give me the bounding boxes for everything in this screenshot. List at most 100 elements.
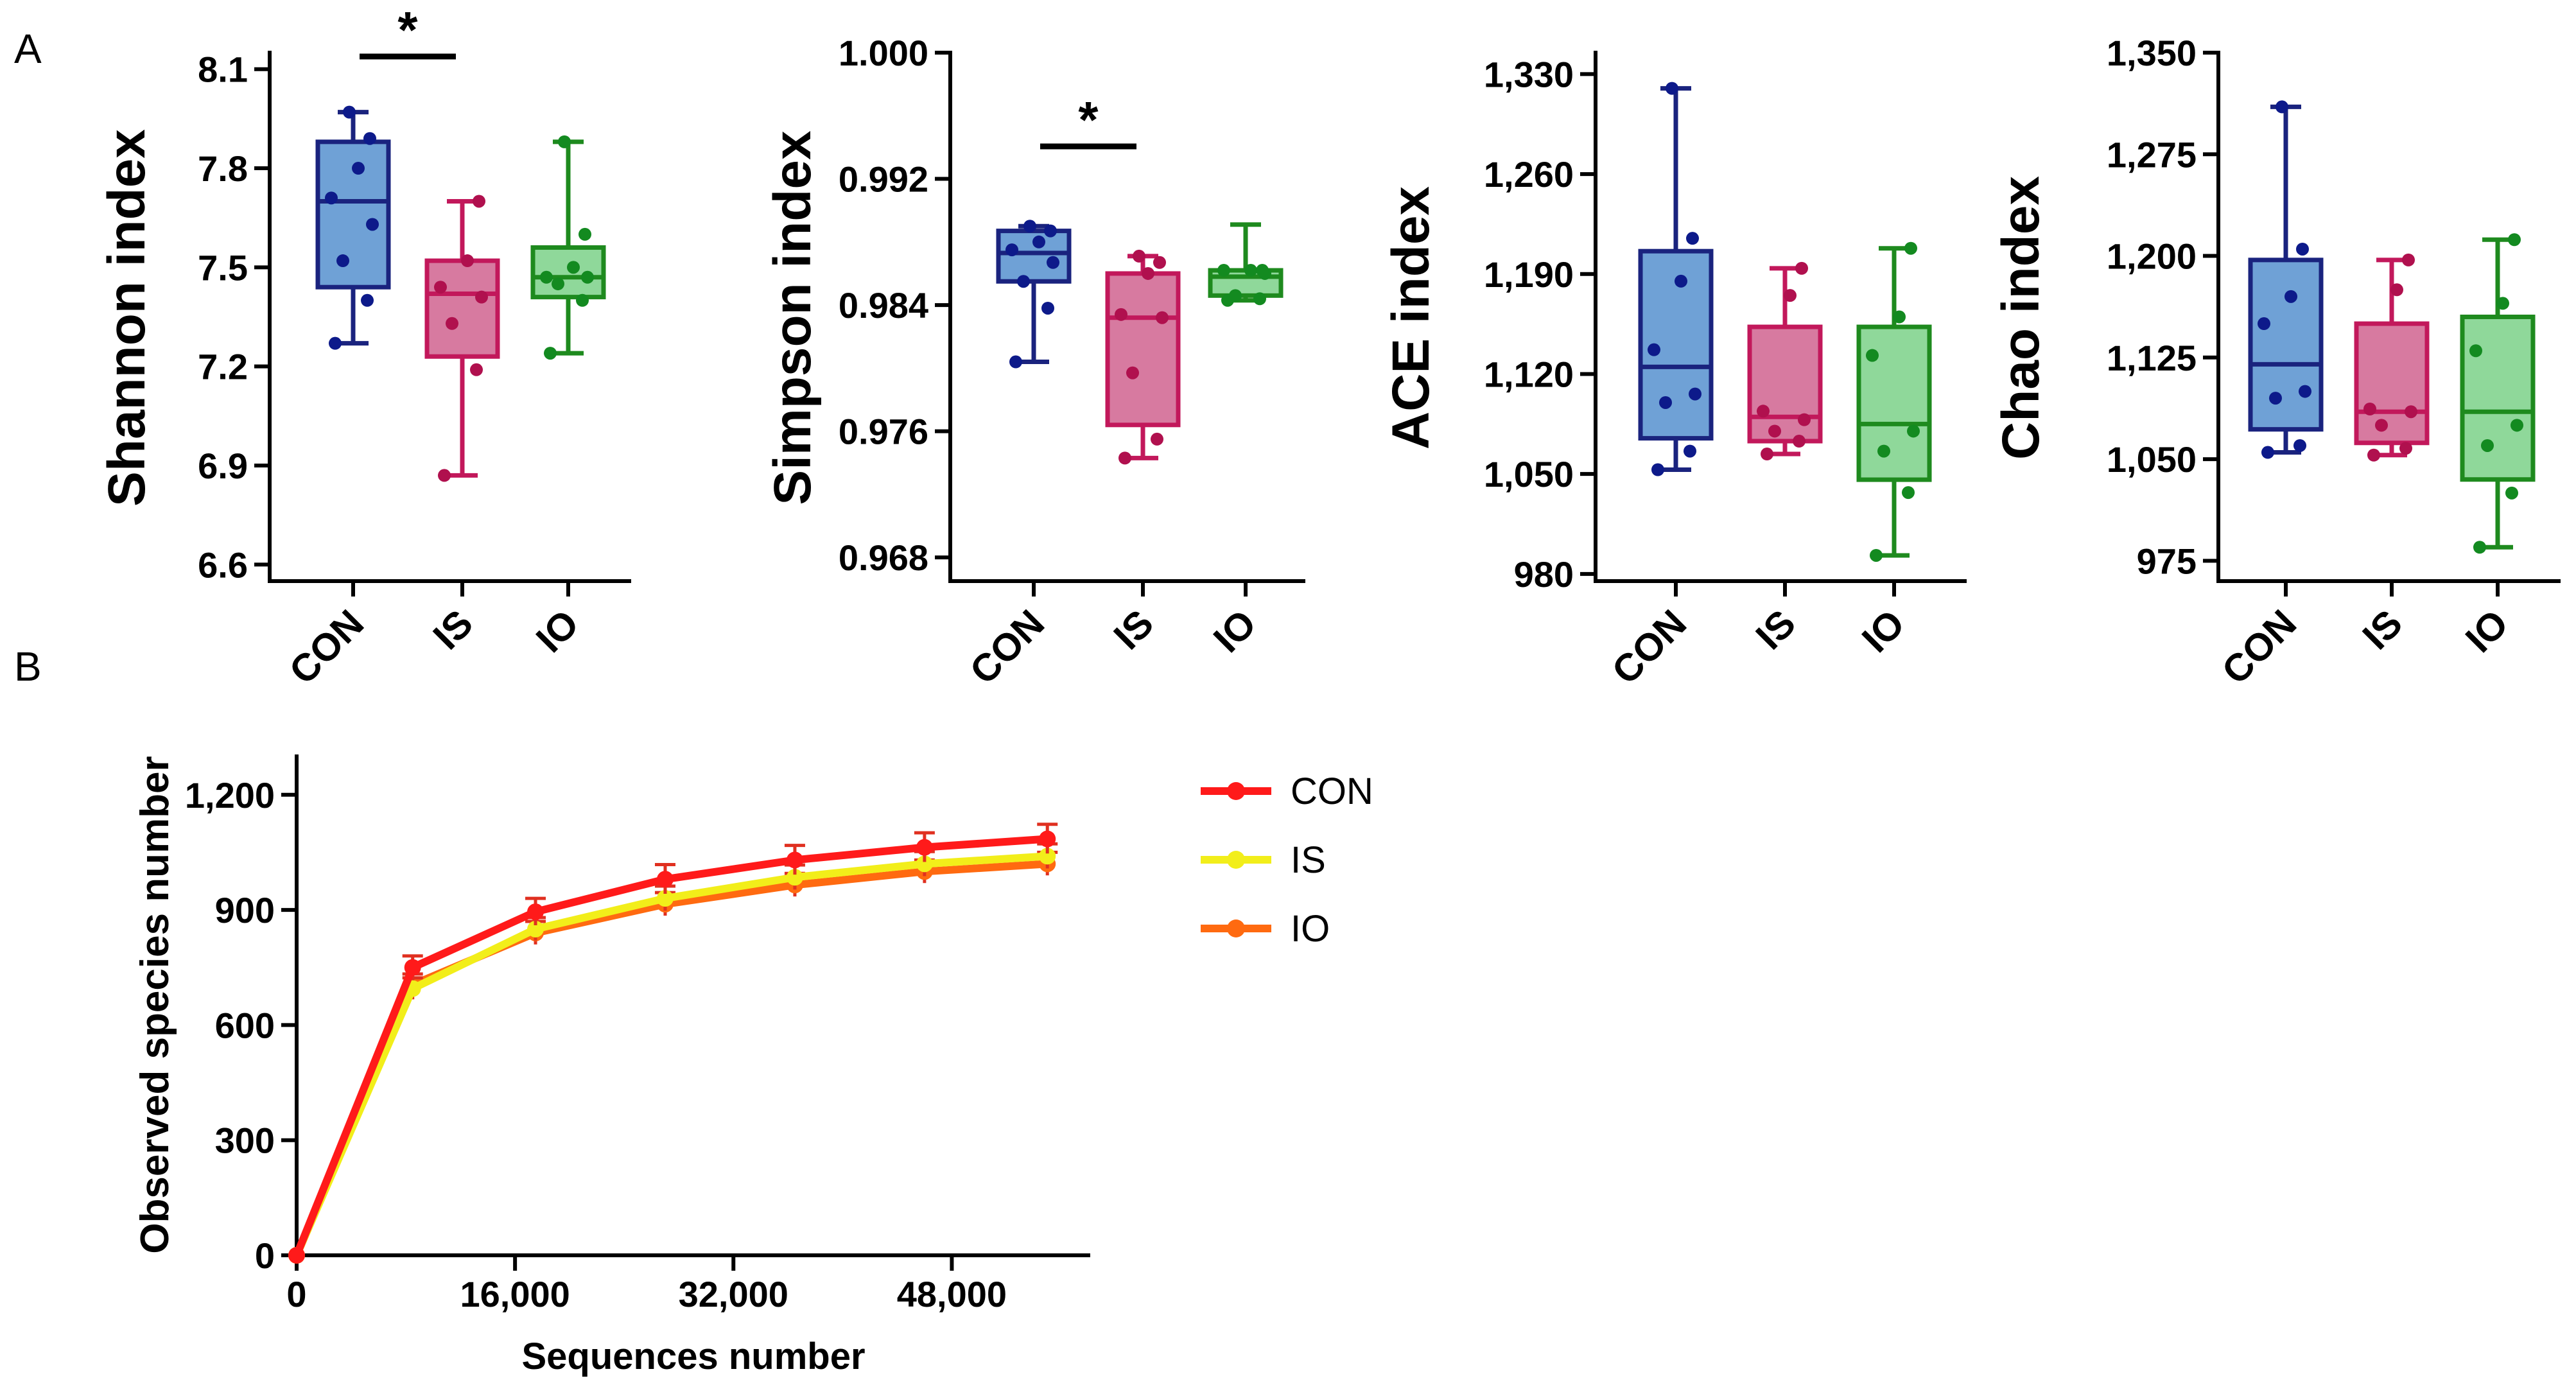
legend-marker [1227, 851, 1245, 869]
data-point [461, 254, 474, 268]
data-point [325, 191, 338, 205]
y-tick-label: 7.2 [198, 347, 248, 387]
data-point [558, 135, 571, 148]
y-tick-label: 6.9 [198, 446, 248, 486]
data-point [579, 227, 591, 241]
data-point [1793, 435, 1806, 448]
data-point [1659, 396, 1672, 409]
legend-label: IS [1291, 839, 1326, 881]
data-point [1047, 256, 1059, 269]
data-point [581, 270, 594, 284]
box-iqr [2354, 321, 2430, 446]
y-tick-label: 1,200 [2107, 236, 2197, 277]
y-tick-label: 7.5 [198, 247, 248, 288]
data-point [470, 363, 483, 376]
data-point [352, 162, 365, 175]
axis-lines [948, 51, 1305, 583]
data-point [1009, 355, 1022, 369]
ace-box-chart: 980 1,050 1,120 1,190 1,260 1,330 ACE index CON… [1382, 51, 1967, 693]
data-point [1142, 266, 1154, 280]
data-point [1893, 310, 1906, 324]
y-tick-label: 0.992 [839, 159, 928, 200]
y-tick-label: 0 [255, 1235, 275, 1276]
y-axis-label: Simpson index [763, 130, 822, 505]
y-tick-label: 980 [1514, 554, 1574, 595]
y-axis-label: Chao index [1992, 176, 2050, 460]
x-category-label: IS [2354, 602, 2410, 658]
x-category-label: IS [1748, 602, 1804, 658]
data-point [336, 254, 349, 268]
series-point-is [656, 890, 674, 907]
data-point [361, 293, 374, 307]
data-point [1256, 264, 1269, 277]
data-point [552, 277, 564, 291]
x-tick-label: 48,000 [897, 1274, 1007, 1314]
data-point [1907, 424, 1920, 438]
data-point [1253, 292, 1266, 306]
series-point-con [288, 1247, 305, 1264]
data-point [329, 336, 342, 350]
data-point [1761, 448, 1773, 461]
box-iqr [1747, 324, 1823, 444]
axis-lines [2216, 51, 2561, 583]
axis-lines [295, 754, 1090, 1257]
data-point [544, 347, 557, 360]
y-tick-label: 1,350 [2107, 33, 2197, 73]
data-point [475, 290, 488, 304]
data-point [2299, 385, 2311, 398]
data-point [1675, 274, 1687, 288]
data-point [2405, 405, 2417, 419]
y-tick-label: 6.6 [198, 545, 248, 585]
data-point [1902, 486, 1915, 500]
x-category-label: IS [425, 602, 481, 658]
y-axis-label: ACE index [1382, 186, 1440, 449]
panel-label-b: B [14, 643, 42, 690]
y-tick-label: 300 [215, 1120, 275, 1161]
data-point [1133, 249, 1145, 263]
series-point-con [527, 903, 544, 921]
data-point [1877, 444, 1890, 458]
data-point [1126, 366, 1139, 379]
x-category-label: IS [1106, 602, 1162, 658]
data-point [2296, 242, 2309, 256]
data-point [1757, 405, 1770, 418]
x-category-label: IO [2457, 602, 2516, 661]
data-point [576, 293, 589, 307]
rarefaction-line-chart: 0 300 600 900 1,200 0 16,000 32,000 48,000 Observ… [133, 754, 1373, 1377]
data-point [1666, 82, 1678, 95]
data-point [2284, 290, 2297, 303]
data-point [1229, 289, 1242, 302]
x-category-label: IO [1854, 602, 1913, 661]
series-point-con [656, 871, 674, 888]
y-axis-label: Shannon index [98, 129, 156, 507]
data-point [1041, 301, 1054, 315]
x-category-label: CON [1604, 602, 1695, 693]
y-tick-label: 900 [215, 890, 275, 930]
data-point [363, 132, 376, 145]
data-point [1795, 261, 1808, 275]
box-iqr [315, 139, 391, 290]
data-point [2390, 283, 2403, 297]
data-point [1904, 241, 1917, 255]
shannon-box-chart: 6.6 6.9 7.2 7.5 7.8 8.1 Shannon index CON IS IO * [98, 1, 631, 692]
y-tick-label: 600 [215, 1005, 275, 1045]
data-point [446, 317, 458, 330]
y-tick-label: 1,330 [1484, 54, 1574, 94]
data-point [1784, 289, 1797, 302]
x-category-label: CON [2214, 602, 2305, 693]
y-tick-label: 1,125 [2107, 338, 2197, 378]
y-axis-label: Observed species number [133, 756, 177, 1253]
chao-box-chart: 975 1,050 1,125 1,200 1,275 1,350 Chao index CO… [1992, 33, 2561, 693]
x-tick-label: 0 [286, 1274, 306, 1314]
data-point [2481, 439, 2494, 452]
series-point-is [527, 920, 544, 937]
data-point [2276, 100, 2288, 114]
y-tick-label: 0.984 [839, 285, 928, 326]
x-category-label: CON [962, 602, 1053, 693]
series-line-is [293, 852, 1048, 1257]
legend-marker [1227, 782, 1245, 800]
series-line-io [293, 860, 1048, 1257]
data-point [1115, 308, 1127, 321]
data-point [438, 469, 451, 482]
